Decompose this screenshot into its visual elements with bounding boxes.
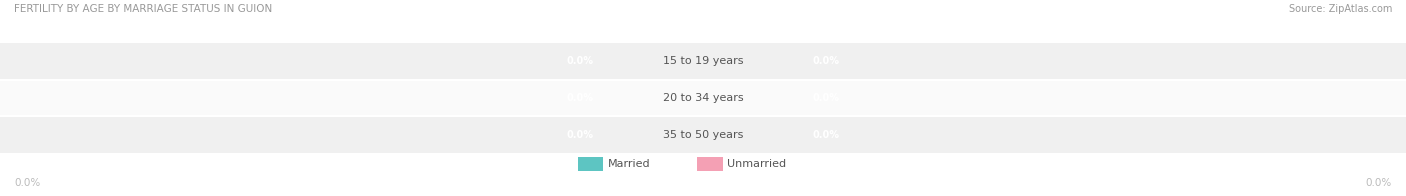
Text: FERTILITY BY AGE BY MARRIAGE STATUS IN GUION: FERTILITY BY AGE BY MARRIAGE STATUS IN G…: [14, 4, 273, 14]
Text: 0.0%: 0.0%: [813, 56, 839, 66]
Text: Source: ZipAtlas.com: Source: ZipAtlas.com: [1288, 4, 1392, 14]
Text: Unmarried: Unmarried: [727, 159, 786, 169]
Text: 0.0%: 0.0%: [567, 56, 593, 66]
Text: 15 to 19 years: 15 to 19 years: [662, 56, 744, 66]
Text: Married: Married: [607, 159, 650, 169]
Text: 0.0%: 0.0%: [813, 93, 839, 103]
Text: 35 to 50 years: 35 to 50 years: [662, 130, 744, 140]
Text: 0.0%: 0.0%: [1365, 178, 1392, 188]
Text: 0.0%: 0.0%: [567, 130, 593, 140]
Text: 0.0%: 0.0%: [813, 130, 839, 140]
Text: 0.0%: 0.0%: [14, 178, 41, 188]
Text: 20 to 34 years: 20 to 34 years: [662, 93, 744, 103]
Text: 0.0%: 0.0%: [567, 93, 593, 103]
